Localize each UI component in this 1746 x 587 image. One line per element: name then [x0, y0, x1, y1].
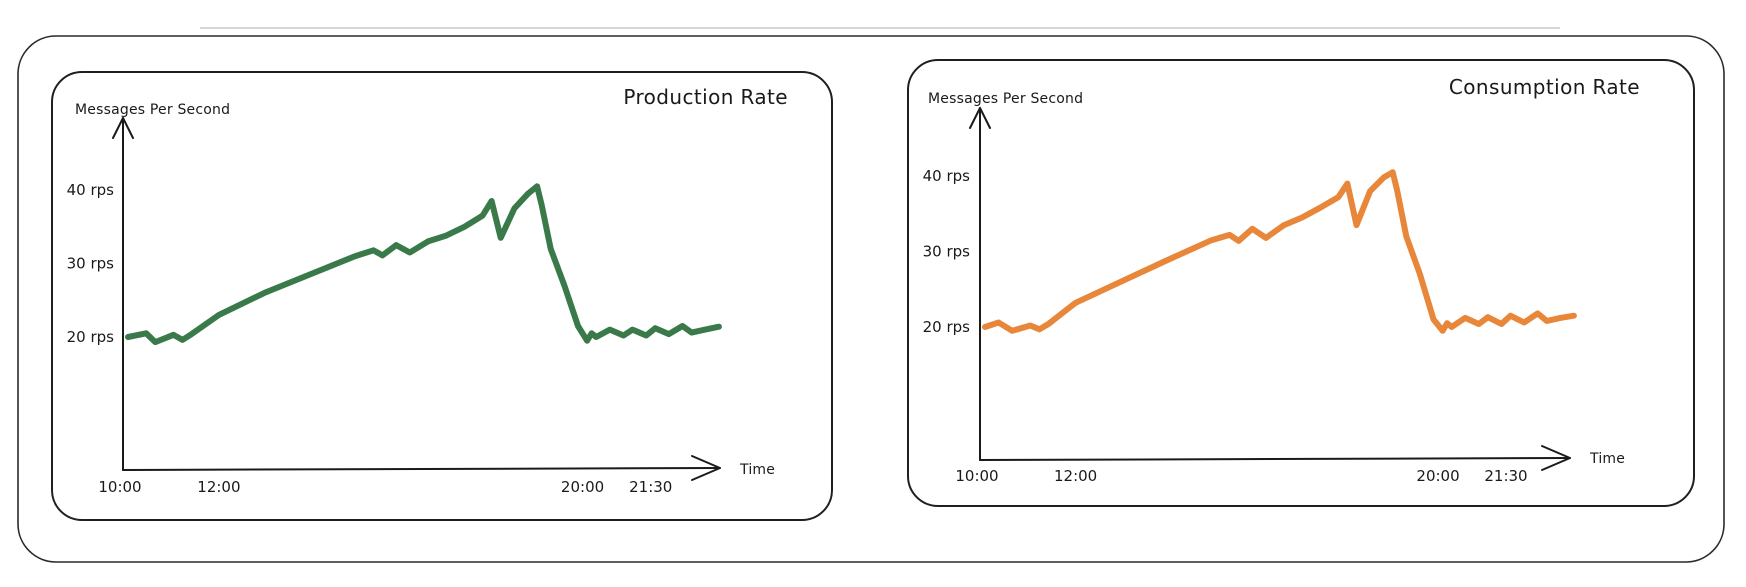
x-axis-title: Time [739, 462, 775, 478]
consumption-rate-panel: Consumption Rate Messages Per Second Time… [907, 59, 1695, 507]
x-tick-label: 12:00 [1054, 467, 1097, 485]
x-tick-label: 12:00 [197, 478, 240, 496]
x-axis-arrow [1541, 445, 1571, 471]
x-tick-label: 10:00 [955, 467, 998, 485]
x-tick-label: 21:30 [1484, 467, 1527, 485]
y-tick-label: 20 rps [923, 318, 971, 336]
x-tick-label: 20:00 [1416, 467, 1459, 485]
y-axis-arrow [969, 107, 991, 129]
production-rate-title: Production Rate [623, 85, 788, 109]
production-rate-panel: Production Rate Messages Per Second Time 4… [51, 71, 833, 521]
series-line [125, 183, 722, 346]
y-tick-label: 40 rps [923, 167, 971, 185]
series-line [982, 169, 1577, 334]
consumption-rate-chart: Messages Per Second Time 40 rps 30 rps 20 rp… [923, 91, 1625, 485]
x-axis-arrow [691, 455, 721, 481]
y-axis-title: Messages Per Second [928, 91, 1083, 107]
y-axis-title: Messages Per Second [75, 102, 230, 118]
consumption-rate-title: Consumption Rate [1449, 75, 1640, 99]
x-axis-title: Time [1589, 451, 1625, 467]
x-axis [979, 457, 1571, 461]
x-tick-label: 21:30 [629, 478, 672, 496]
y-tick-label: 40 rps [67, 181, 115, 199]
x-axis [122, 467, 721, 471]
x-tick-label: 10:00 [98, 478, 141, 496]
production-rate-chart: Messages Per Second Time 40 rps 30 rps 20 rp… [67, 102, 775, 496]
x-tick-label: 20:00 [561, 478, 604, 496]
outer-frame [17, 27, 1725, 563]
y-tick-label: 30 rps [67, 255, 115, 273]
y-axis-arrow [112, 117, 134, 139]
y-tick-label: 30 rps [923, 243, 971, 261]
y-tick-label: 20 rps [67, 328, 115, 346]
